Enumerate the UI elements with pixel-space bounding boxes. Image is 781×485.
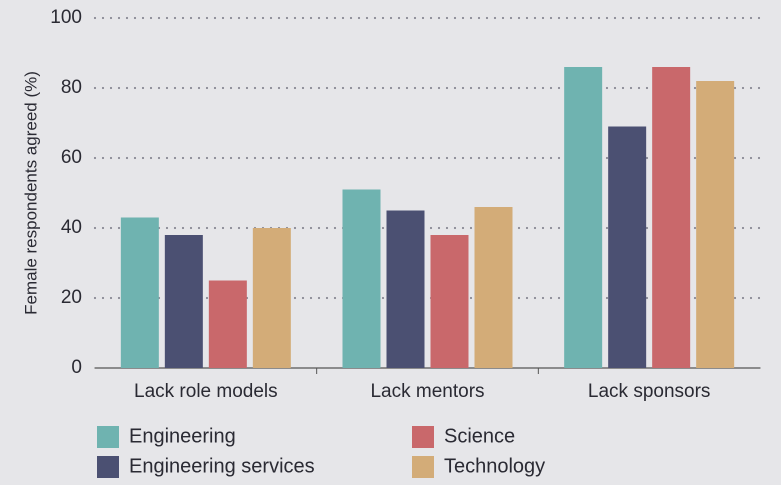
legend: Engineering Engineering services Science Te… [97,425,545,478]
bar [208,280,247,368]
bar [120,217,159,368]
legend-swatch [97,426,119,448]
y-tick-label: 0 [71,357,82,378]
x-tick-label: Lack role models [134,381,278,402]
bar [696,81,735,368]
bar [342,189,381,368]
bar [474,207,513,368]
bar [652,67,691,368]
bar [164,235,203,368]
bar [608,126,647,368]
legend-swatch [97,456,119,478]
x-tick-label: Lack mentors [370,381,484,402]
bar [430,235,469,368]
legend-label: Technology [444,455,545,477]
legend-swatch [412,456,434,478]
legend-label: Science [444,425,515,447]
y-tick-label: 60 [61,147,82,168]
legend-label: Engineering services [129,455,315,477]
x-tick-label: Lack sponsors [588,381,711,402]
bar [386,210,425,368]
legend-swatch [412,426,434,448]
y-tick-label: 20 [61,287,82,308]
y-axis-label: Female respondents agreed (%) [21,71,40,315]
y-tick-label: 80 [61,77,82,98]
y-tick-label: 100 [50,7,82,28]
y-tick-label: 40 [61,217,82,238]
bar [252,228,291,368]
legend-label: Engineering [129,425,236,447]
bar [564,67,603,368]
